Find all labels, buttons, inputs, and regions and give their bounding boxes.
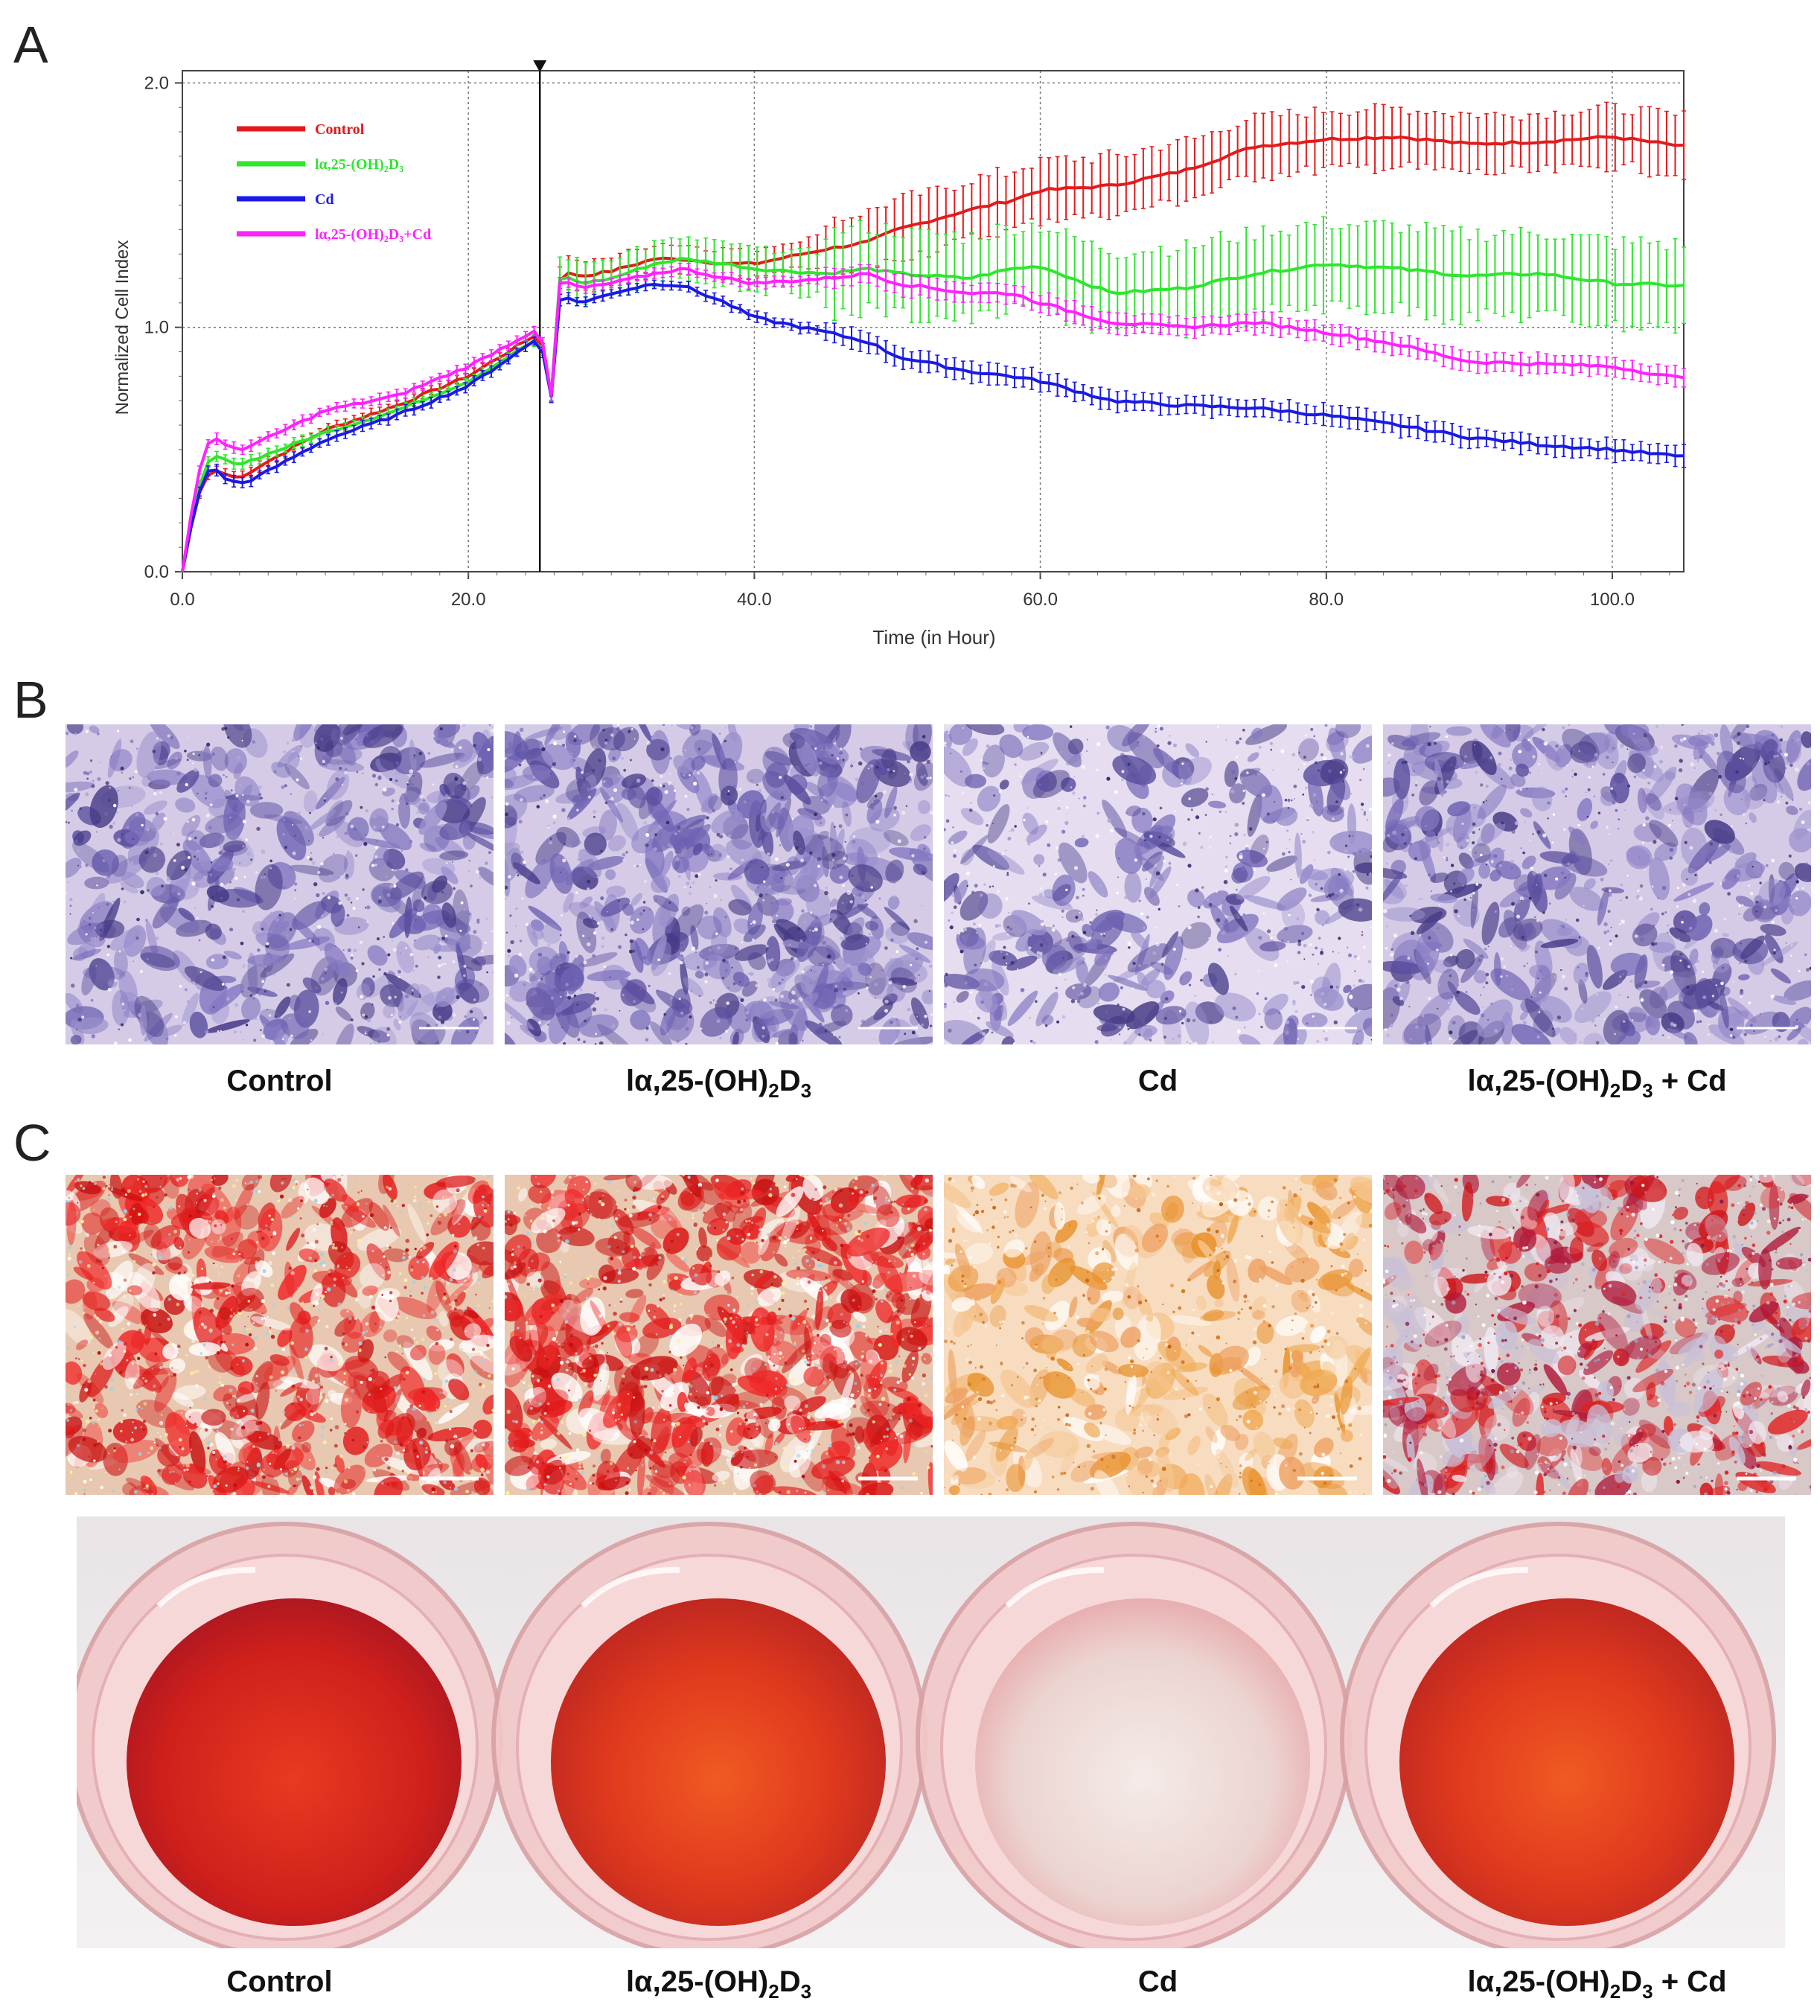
panel-label-b: B bbox=[13, 671, 48, 729]
well-highlight bbox=[1429, 1566, 1529, 1608]
caption-c-vitd-cd: lα,25-(OH)2D3 + Cd bbox=[1467, 1965, 1727, 2003]
caption-c-control: Control bbox=[226, 1965, 333, 1998]
caption-b-control: Control bbox=[226, 1065, 333, 1097]
x-tick-label: 20.0 bbox=[451, 590, 486, 610]
x-tick-label: 100.0 bbox=[1590, 590, 1635, 610]
chart-legend: Control lα,25-(OH)₂D₃ Cd lα,25-(OH)₂D₃+Cd bbox=[237, 121, 431, 243]
well-stained-bottom bbox=[975, 1598, 1310, 1926]
micrograph-c-vitd-cd bbox=[1383, 1175, 1811, 1495]
y-tick-label: 1.0 bbox=[144, 318, 169, 338]
micrograph-c-vitd bbox=[505, 1175, 933, 1495]
well-highlight bbox=[156, 1566, 256, 1608]
chart-series bbox=[181, 101, 1686, 572]
plot-frame bbox=[182, 70, 1685, 572]
x-tick-label: 60.0 bbox=[1023, 590, 1058, 610]
series-line bbox=[181, 267, 1685, 572]
panel-label-c: C bbox=[13, 1114, 51, 1172]
micrograph-b-control bbox=[66, 724, 494, 1044]
well-stained-bottom bbox=[127, 1598, 462, 1926]
micrograph-b-vitd bbox=[505, 724, 933, 1044]
well-stained-bottom bbox=[1399, 1598, 1734, 1926]
treatment-marker-triangle bbox=[533, 60, 547, 72]
chart-grid bbox=[182, 71, 1684, 572]
y-axis-label: Normalized Cell Index bbox=[112, 240, 132, 415]
legend-label: lα,25-(OH)₂D₃+Cd bbox=[315, 226, 431, 243]
well-plate-photo bbox=[77, 1516, 1785, 1948]
caption-b-vitd: lα,25-(OH)2D3 bbox=[625, 1065, 812, 1102]
cell-index-chart: 0.0 20.0 40.0 60.0 80.0 100.0 0.0 1.0 2.0 Contro… bbox=[112, 60, 1686, 648]
series-1 bbox=[181, 216, 1686, 572]
y-tick-label: 2.0 bbox=[144, 73, 169, 93]
legend-label: lα,25-(OH)₂D₃ bbox=[315, 156, 403, 173]
panel-label-a: A bbox=[13, 16, 48, 74]
x-tick-label: 0.0 bbox=[170, 590, 194, 610]
chart-axes: 0.0 20.0 40.0 60.0 80.0 100.0 0.0 1.0 2.0 bbox=[144, 60, 1685, 610]
series-2 bbox=[181, 278, 1686, 572]
well-highlight bbox=[581, 1566, 680, 1608]
legend-label: Control bbox=[315, 121, 365, 138]
caption-b-vitd-cd: lα,25-(OH)2D3 + Cd bbox=[1467, 1065, 1727, 1102]
micrograph-c-control bbox=[66, 1175, 494, 1495]
caption-b-cd: Cd bbox=[1137, 1065, 1178, 1097]
caption-c-vitd: lα,25-(OH)2D3 bbox=[625, 1965, 812, 2003]
legend-label: Cd bbox=[315, 191, 334, 208]
x-tick-label: 80.0 bbox=[1309, 590, 1344, 610]
series-line bbox=[181, 257, 1685, 572]
series-line bbox=[181, 135, 1685, 572]
series-0 bbox=[181, 101, 1686, 572]
x-tick-label: 40.0 bbox=[737, 590, 772, 610]
y-tick-label: 0.0 bbox=[144, 562, 169, 582]
well-stained-bottom bbox=[551, 1598, 886, 1926]
caption-c-cd: Cd bbox=[1137, 1965, 1178, 1998]
micrograph-c-cd bbox=[944, 1175, 1372, 1495]
series-3 bbox=[181, 263, 1686, 572]
well-highlight bbox=[1005, 1566, 1105, 1608]
series-line bbox=[181, 282, 1685, 572]
micrograph-b-cd bbox=[944, 724, 1372, 1044]
x-axis-label: Time (in Hour) bbox=[872, 626, 995, 648]
micrograph-b-vitd-cd bbox=[1383, 724, 1811, 1044]
